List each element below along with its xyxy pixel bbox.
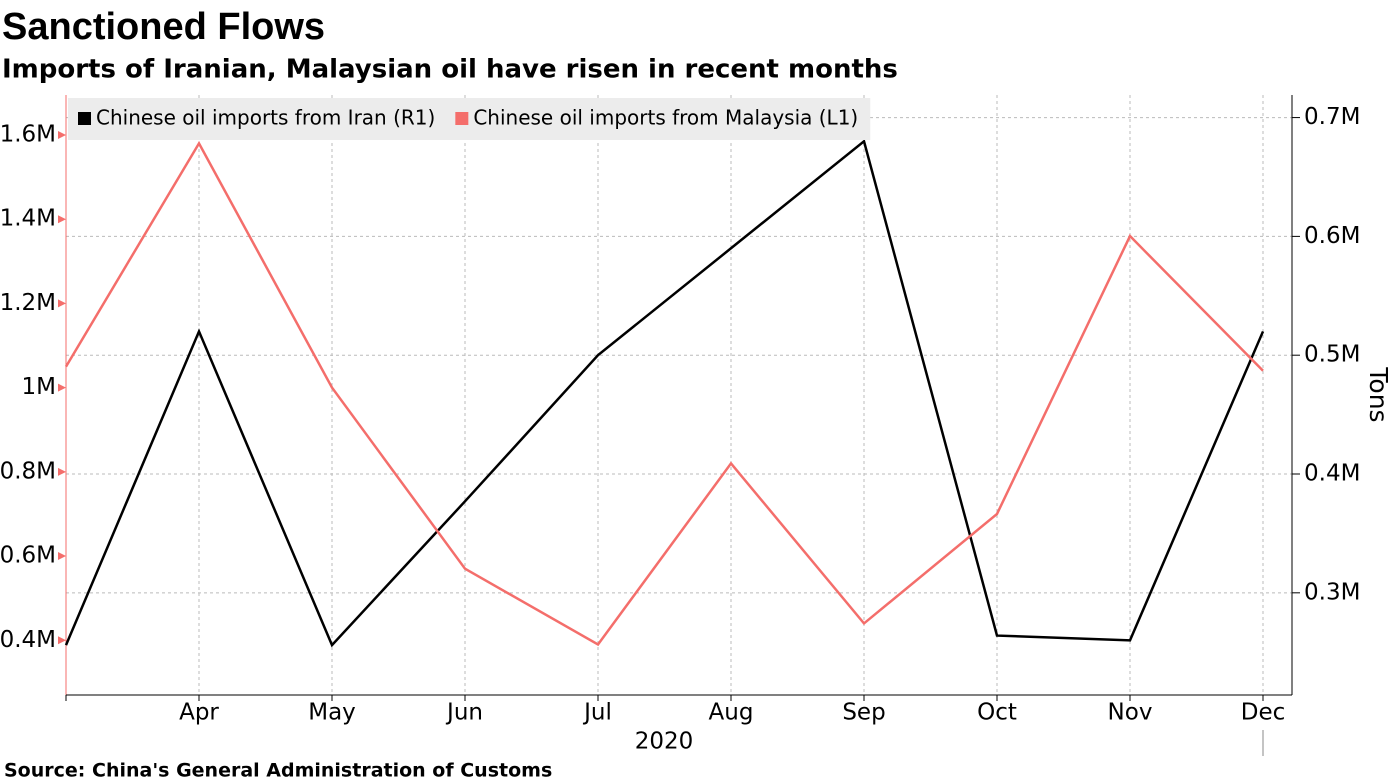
y2-tick-label: 0.5M [1304,342,1360,368]
x-tick-label: Sep [842,700,885,726]
y2-axis-label: Tons [1364,366,1393,422]
data-line [64,139,1265,648]
chart-subtitle: Imports of Iranian, Malaysian oil have r… [2,55,898,85]
source: Source: China's General Administration o… [4,760,552,782]
y-tick [58,215,66,224]
x-tick-label: Jun [445,700,483,726]
x-tick-label: Jul [582,700,612,726]
y-tick-label: 0.8M [0,458,56,484]
y-tick-label: 1.6M [0,122,56,148]
x-tick-label: May [308,700,356,726]
legend-label: Chinese oil imports from Iran (R1) [96,106,435,130]
y-tick-label: 1.2M [0,290,56,316]
y2-tick-label: 0.3M [1304,579,1360,605]
y-tick-label: 0.4M [0,627,56,653]
x-tick-label: Apr [179,700,219,726]
legend-swatch [78,112,91,125]
x-axis-label: 2020 [635,729,694,755]
y-tick-label: 1M [22,374,56,400]
x-tick-label: Aug [709,700,754,726]
y-tick [58,131,66,139]
y-tick-label: 0.6M [0,543,56,569]
y-tick [58,552,66,561]
x-tick-label: Dec [1241,700,1286,726]
y-tick-label: 1.4M [0,206,56,232]
y-tick [58,636,66,645]
y-tick [58,299,66,308]
x-tick-label: Nov [1108,700,1153,726]
y2-tick-label: 0.4M [1304,461,1360,487]
legend-box [68,98,871,140]
chart-title: Sanctioned Flows [2,6,325,48]
y2-tick-label: 0.7M [1304,104,1360,130]
y-tick [58,467,66,476]
legend-swatch [455,112,469,125]
legend-label: Chinese oil imports from Malaysia (L1) [473,106,858,130]
y2-tick-label: 0.6M [1304,223,1360,249]
y-tick [58,383,66,392]
data-line [64,140,1264,647]
x-tick-label: Oct [977,700,1017,726]
